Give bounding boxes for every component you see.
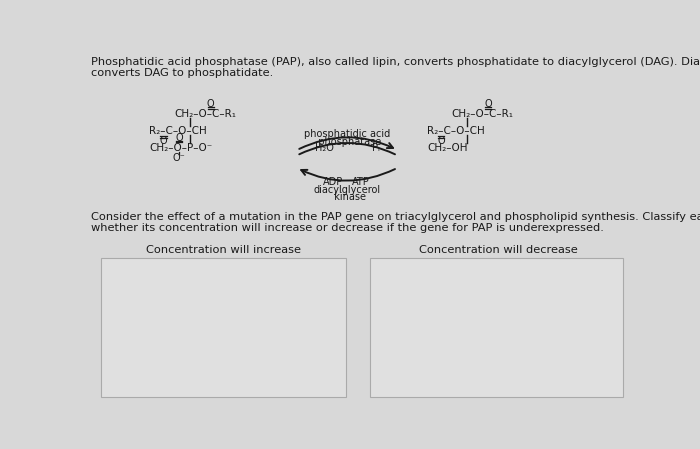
Text: O: O	[484, 99, 492, 109]
Text: kinase: kinase	[328, 193, 366, 202]
Text: ATP: ATP	[352, 177, 370, 187]
Text: O: O	[175, 133, 183, 143]
Text: phosphatase: phosphatase	[312, 137, 382, 147]
Text: Concentration will increase: Concentration will increase	[146, 245, 300, 255]
Bar	[370, 258, 623, 396]
Text: CH₂–O–C–R₁: CH₂–O–C–R₁	[452, 109, 514, 119]
Text: O: O	[160, 136, 167, 146]
Text: CH₂–OH: CH₂–OH	[427, 143, 468, 153]
Text: H₂O: H₂O	[314, 143, 333, 153]
Text: Phosphatidic acid phosphatase (PAP), also called lipin, converts phosphatidate t: Phosphatidic acid phosphatase (PAP), als…	[90, 57, 700, 67]
Text: ADP: ADP	[323, 177, 343, 187]
Text: diacylglycerol: diacylglycerol	[314, 185, 381, 195]
Text: converts DAG to phosphatidate.: converts DAG to phosphatidate.	[90, 68, 273, 78]
Bar	[102, 258, 346, 396]
Text: CH₂–O–C–R₁: CH₂–O–C–R₁	[174, 109, 237, 119]
Text: Concentration will decrease: Concentration will decrease	[419, 245, 578, 255]
Text: R₂–C–O–CH: R₂–C–O–CH	[150, 126, 207, 136]
Text: R₂–C–O–CH: R₂–C–O–CH	[427, 126, 484, 136]
Text: CH₂–O–P–O⁻: CH₂–O–P–O⁻	[150, 143, 213, 153]
Text: O: O	[207, 99, 214, 109]
Text: Pᵢ: Pᵢ	[372, 143, 380, 153]
Text: whether its concentration will increase or decrease if the gene for PAP is under: whether its concentration will increase …	[90, 223, 603, 233]
Text: phosphatidic acid: phosphatidic acid	[304, 129, 391, 139]
Text: O⁻: O⁻	[173, 153, 186, 163]
Text: O: O	[437, 136, 444, 146]
Text: Consider the effect of a mutation in the PAP gene on triacylglycerol and phospho: Consider the effect of a mutation in the…	[90, 212, 700, 222]
